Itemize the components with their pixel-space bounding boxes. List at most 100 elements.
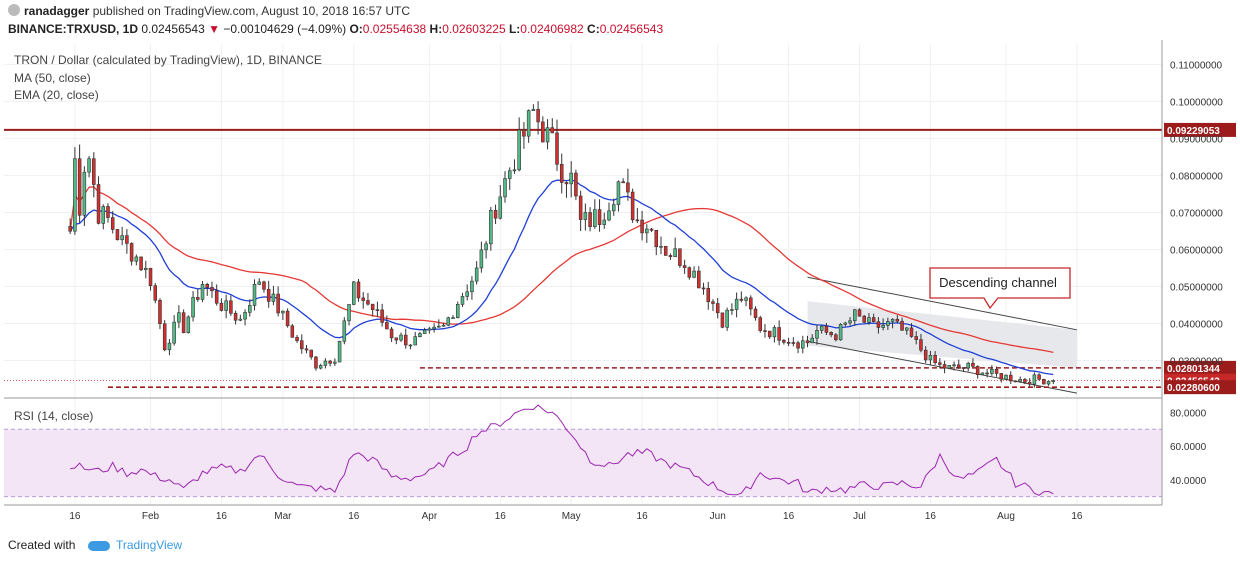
- candle-body: [909, 327, 914, 337]
- candle-body: [380, 309, 384, 323]
- candle-body: [961, 367, 966, 369]
- candle: [914, 331, 918, 345]
- candle-body: [148, 267, 153, 286]
- candle: [725, 307, 729, 331]
- candle-body: [295, 337, 299, 341]
- candle: [266, 280, 271, 308]
- annotation-callout[interactable]: Descending channel: [929, 267, 1071, 310]
- candle: [697, 266, 701, 289]
- candle: [1013, 380, 1018, 383]
- candle: [942, 360, 947, 374]
- candle: [262, 280, 266, 293]
- candle: [659, 236, 663, 255]
- candle-body: [437, 325, 441, 328]
- candle-body: [361, 297, 365, 301]
- publish-info: ranadagger published on TradingView.com,…: [24, 4, 410, 18]
- legend-ma[interactable]: MA (50, close): [14, 71, 91, 85]
- candle-body: [304, 348, 309, 351]
- candle: [134, 254, 139, 266]
- candle: [763, 324, 767, 338]
- candle-body: [574, 172, 578, 197]
- legend-title[interactable]: TRON / Dollar (calculated by TradingView…: [14, 53, 322, 67]
- candle-body: [413, 336, 417, 346]
- candle: [990, 365, 994, 376]
- candle: [503, 171, 507, 203]
- candle-body: [786, 342, 791, 344]
- candle-body: [1004, 374, 1008, 380]
- candle-body: [385, 322, 389, 330]
- close-value: 0.02456543: [599, 22, 664, 36]
- candle-body: [531, 109, 536, 111]
- candle-body: [470, 280, 474, 293]
- candle: [432, 323, 436, 333]
- candle: [739, 291, 744, 303]
- candle: [905, 327, 909, 335]
- candle: [867, 313, 871, 325]
- candle-body: [441, 324, 446, 327]
- candle-body: [815, 330, 819, 339]
- candle: [975, 365, 980, 379]
- candle-body: [734, 298, 739, 310]
- author-name[interactable]: ranadagger: [24, 4, 90, 18]
- candle-body: [838, 324, 843, 341]
- candle-body: [1032, 374, 1037, 385]
- candle: [621, 178, 625, 184]
- time-tick-label: 16: [925, 511, 937, 522]
- candle: [824, 322, 829, 336]
- candle: [191, 291, 195, 322]
- candle-body: [408, 344, 413, 347]
- candle: [574, 169, 578, 201]
- candle: [177, 305, 181, 329]
- candle: [474, 261, 479, 285]
- candle: [455, 301, 460, 319]
- time-tick-label: Jun: [710, 511, 726, 522]
- candle: [181, 309, 186, 334]
- candle: [437, 319, 441, 328]
- candle: [295, 334, 299, 343]
- candle-body: [559, 164, 564, 183]
- tradingview-logo[interactable]: TradingView: [88, 538, 182, 552]
- candle: [300, 334, 304, 354]
- candle: [711, 299, 715, 311]
- candle-body: [177, 312, 181, 323]
- candle: [1051, 379, 1056, 385]
- candle-body: [314, 356, 318, 369]
- candle-body: [328, 360, 332, 364]
- candle: [375, 301, 380, 317]
- candle-body: [129, 243, 134, 262]
- candle: [999, 372, 1004, 383]
- price-chart[interactable]: 0.092290530.028013440.024565430.02280600…: [0, 40, 1240, 528]
- candle-body: [87, 158, 91, 173]
- time-tick-label: Feb: [142, 511, 160, 522]
- candle-body: [489, 209, 493, 245]
- candle-body: [682, 265, 687, 268]
- candle: [692, 266, 696, 279]
- candle: [446, 316, 451, 327]
- candle-body: [862, 315, 866, 323]
- candle: [1004, 374, 1008, 380]
- candle: [777, 320, 781, 346]
- time-tick-label: Jul: [853, 511, 866, 522]
- candle-body: [214, 290, 219, 304]
- candle-body: [77, 158, 82, 216]
- candle: [92, 152, 96, 198]
- candle-body: [611, 204, 616, 212]
- candle-body: [92, 158, 96, 185]
- candle: [682, 259, 687, 274]
- legend-ema[interactable]: EMA (20, close): [14, 88, 99, 102]
- candle-body: [895, 318, 900, 322]
- legend-rsi[interactable]: RSI (14, close): [14, 409, 93, 423]
- close-label: C:: [587, 22, 600, 36]
- ma-50-line: [69, 186, 1054, 354]
- candle: [541, 116, 545, 143]
- candle-body: [1046, 381, 1051, 385]
- candle: [257, 278, 261, 286]
- candle-body: [370, 303, 375, 310]
- candle: [961, 367, 966, 373]
- candle-body: [309, 349, 313, 358]
- author-avatar[interactable]: [8, 4, 20, 16]
- candle: [583, 203, 588, 231]
- candle: [507, 167, 512, 190]
- candle: [663, 245, 668, 256]
